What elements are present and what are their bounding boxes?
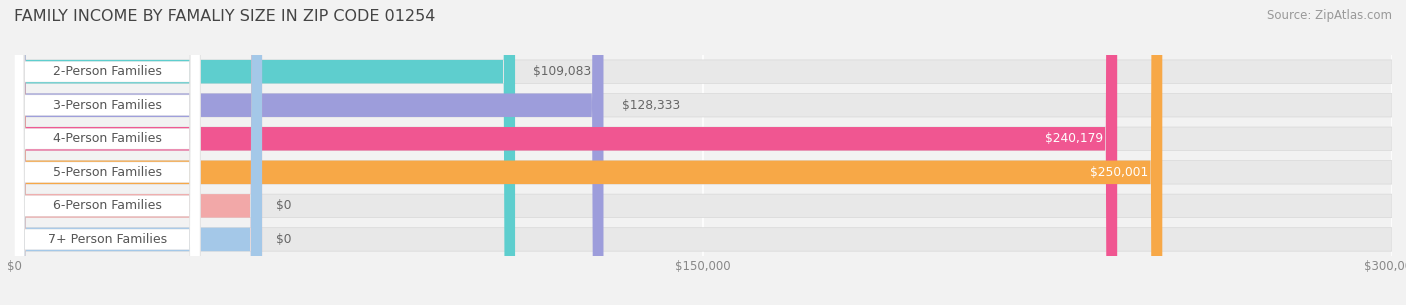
Text: 4-Person Families: 4-Person Families (52, 132, 162, 145)
FancyBboxPatch shape (14, 160, 1392, 184)
FancyBboxPatch shape (14, 194, 1392, 217)
FancyBboxPatch shape (14, 0, 200, 305)
Text: 3-Person Families: 3-Person Families (52, 99, 162, 112)
FancyBboxPatch shape (14, 127, 1392, 150)
FancyBboxPatch shape (14, 0, 200, 305)
FancyBboxPatch shape (14, 0, 262, 305)
FancyBboxPatch shape (14, 0, 603, 305)
FancyBboxPatch shape (14, 0, 515, 305)
Text: 2-Person Families: 2-Person Families (52, 65, 162, 78)
FancyBboxPatch shape (14, 0, 262, 305)
Text: $0: $0 (276, 233, 291, 246)
FancyBboxPatch shape (14, 0, 1163, 305)
Text: 7+ Person Families: 7+ Person Families (48, 233, 167, 246)
Text: $250,001: $250,001 (1090, 166, 1149, 179)
FancyBboxPatch shape (14, 0, 200, 305)
Text: $240,179: $240,179 (1045, 132, 1104, 145)
FancyBboxPatch shape (14, 94, 1392, 117)
Text: FAMILY INCOME BY FAMALIY SIZE IN ZIP CODE 01254: FAMILY INCOME BY FAMALIY SIZE IN ZIP COD… (14, 9, 436, 24)
Text: $109,083: $109,083 (533, 65, 592, 78)
FancyBboxPatch shape (14, 228, 1392, 251)
FancyBboxPatch shape (14, 0, 200, 305)
Text: 5-Person Families: 5-Person Families (52, 166, 162, 179)
Text: 6-Person Families: 6-Person Families (52, 199, 162, 212)
FancyBboxPatch shape (14, 0, 200, 305)
FancyBboxPatch shape (14, 0, 1118, 305)
Text: Source: ZipAtlas.com: Source: ZipAtlas.com (1267, 9, 1392, 22)
FancyBboxPatch shape (14, 0, 200, 305)
Text: $0: $0 (276, 199, 291, 212)
Text: $128,333: $128,333 (621, 99, 681, 112)
FancyBboxPatch shape (14, 60, 1392, 83)
